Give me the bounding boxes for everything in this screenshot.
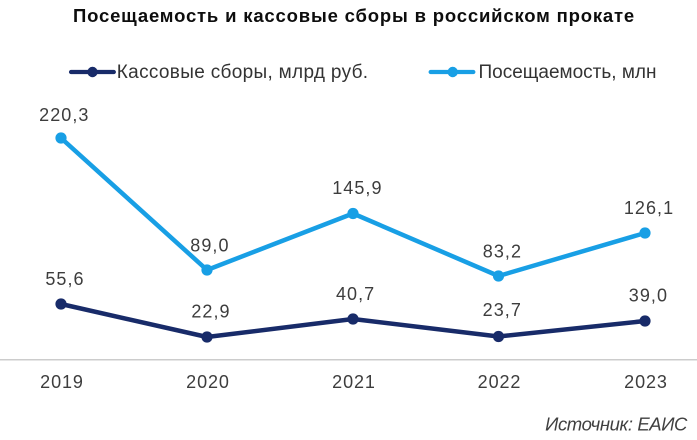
svg-text:55,6: 55,6: [45, 269, 84, 289]
svg-text:Источник: ЕАИС: Источник: ЕАИС: [545, 413, 688, 434]
svg-text:126,1: 126,1: [624, 198, 674, 218]
svg-text:Кассовые сборы, млрд руб.: Кассовые сборы, млрд руб.: [117, 62, 369, 83]
svg-text:89,0: 89,0: [190, 236, 229, 256]
svg-text:220,3: 220,3: [39, 105, 89, 125]
svg-text:39,0: 39,0: [629, 286, 668, 306]
svg-text:2023: 2023: [624, 372, 668, 392]
svg-text:145,9: 145,9: [332, 178, 382, 198]
svg-text:2020: 2020: [186, 372, 230, 392]
svg-text:22,9: 22,9: [191, 301, 230, 321]
svg-text:Посещаемость и кассовые сборы: Посещаемость и кассовые сборы в российск…: [73, 5, 635, 26]
svg-text:2021: 2021: [332, 372, 376, 392]
svg-text:40,7: 40,7: [336, 284, 375, 304]
svg-text:23,7: 23,7: [483, 300, 522, 320]
svg-text:Посещаемость, млн: Посещаемость, млн: [479, 62, 657, 83]
svg-text:2022: 2022: [478, 372, 522, 392]
svg-text:2019: 2019: [40, 372, 84, 392]
svg-text:83,2: 83,2: [483, 242, 522, 262]
